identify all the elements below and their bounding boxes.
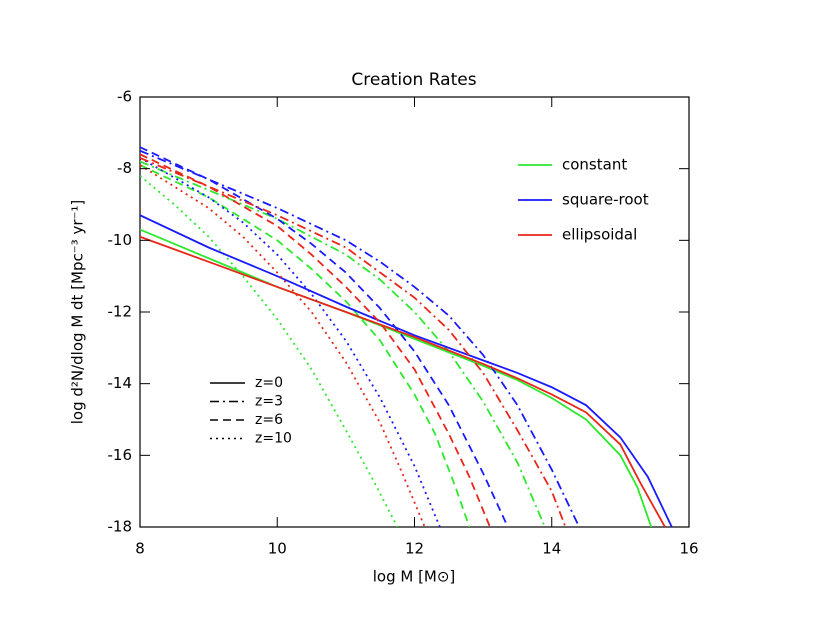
curve xyxy=(140,228,653,527)
legend-label: z=3 xyxy=(255,394,283,410)
curve xyxy=(140,214,673,527)
x-tick-label: 12 xyxy=(405,540,424,558)
y-tick-label: -14 xyxy=(108,374,133,392)
curve xyxy=(140,235,666,527)
y-tick-label: -12 xyxy=(108,303,133,321)
y-tick-label: -16 xyxy=(108,446,133,464)
curve xyxy=(140,157,441,527)
curve xyxy=(140,160,546,527)
curve xyxy=(140,175,399,527)
curve xyxy=(140,164,471,527)
y-axis-label: log d²N/dlog M dt [Mpc⁻³ yr⁻¹] xyxy=(69,200,87,425)
curve xyxy=(140,157,567,527)
legend-label: z=6 xyxy=(255,412,283,428)
curve xyxy=(140,164,426,527)
x-tick-label: 10 xyxy=(268,540,287,558)
legend-label: constant xyxy=(562,156,627,174)
y-tick-label: -18 xyxy=(108,518,133,536)
y-tick-label: -8 xyxy=(117,159,132,177)
x-tick-label: 8 xyxy=(135,540,145,558)
curve xyxy=(140,149,581,527)
curve xyxy=(140,153,491,527)
x-axis-label: log M [M⊙] xyxy=(373,568,456,586)
legend-label: ellipsoidal xyxy=(562,226,637,244)
legend-label: z=0 xyxy=(255,375,283,391)
legend-label: square-root xyxy=(562,191,649,209)
chart-title: Creation Rates xyxy=(351,70,476,90)
plot-area xyxy=(140,146,673,527)
legend-label: z=10 xyxy=(255,431,292,447)
y-tick-label: -10 xyxy=(108,231,133,249)
curve xyxy=(140,146,509,527)
x-tick-label: 14 xyxy=(542,540,561,558)
y-tick-label: -6 xyxy=(117,88,132,106)
x-tick-label: 16 xyxy=(679,540,698,558)
